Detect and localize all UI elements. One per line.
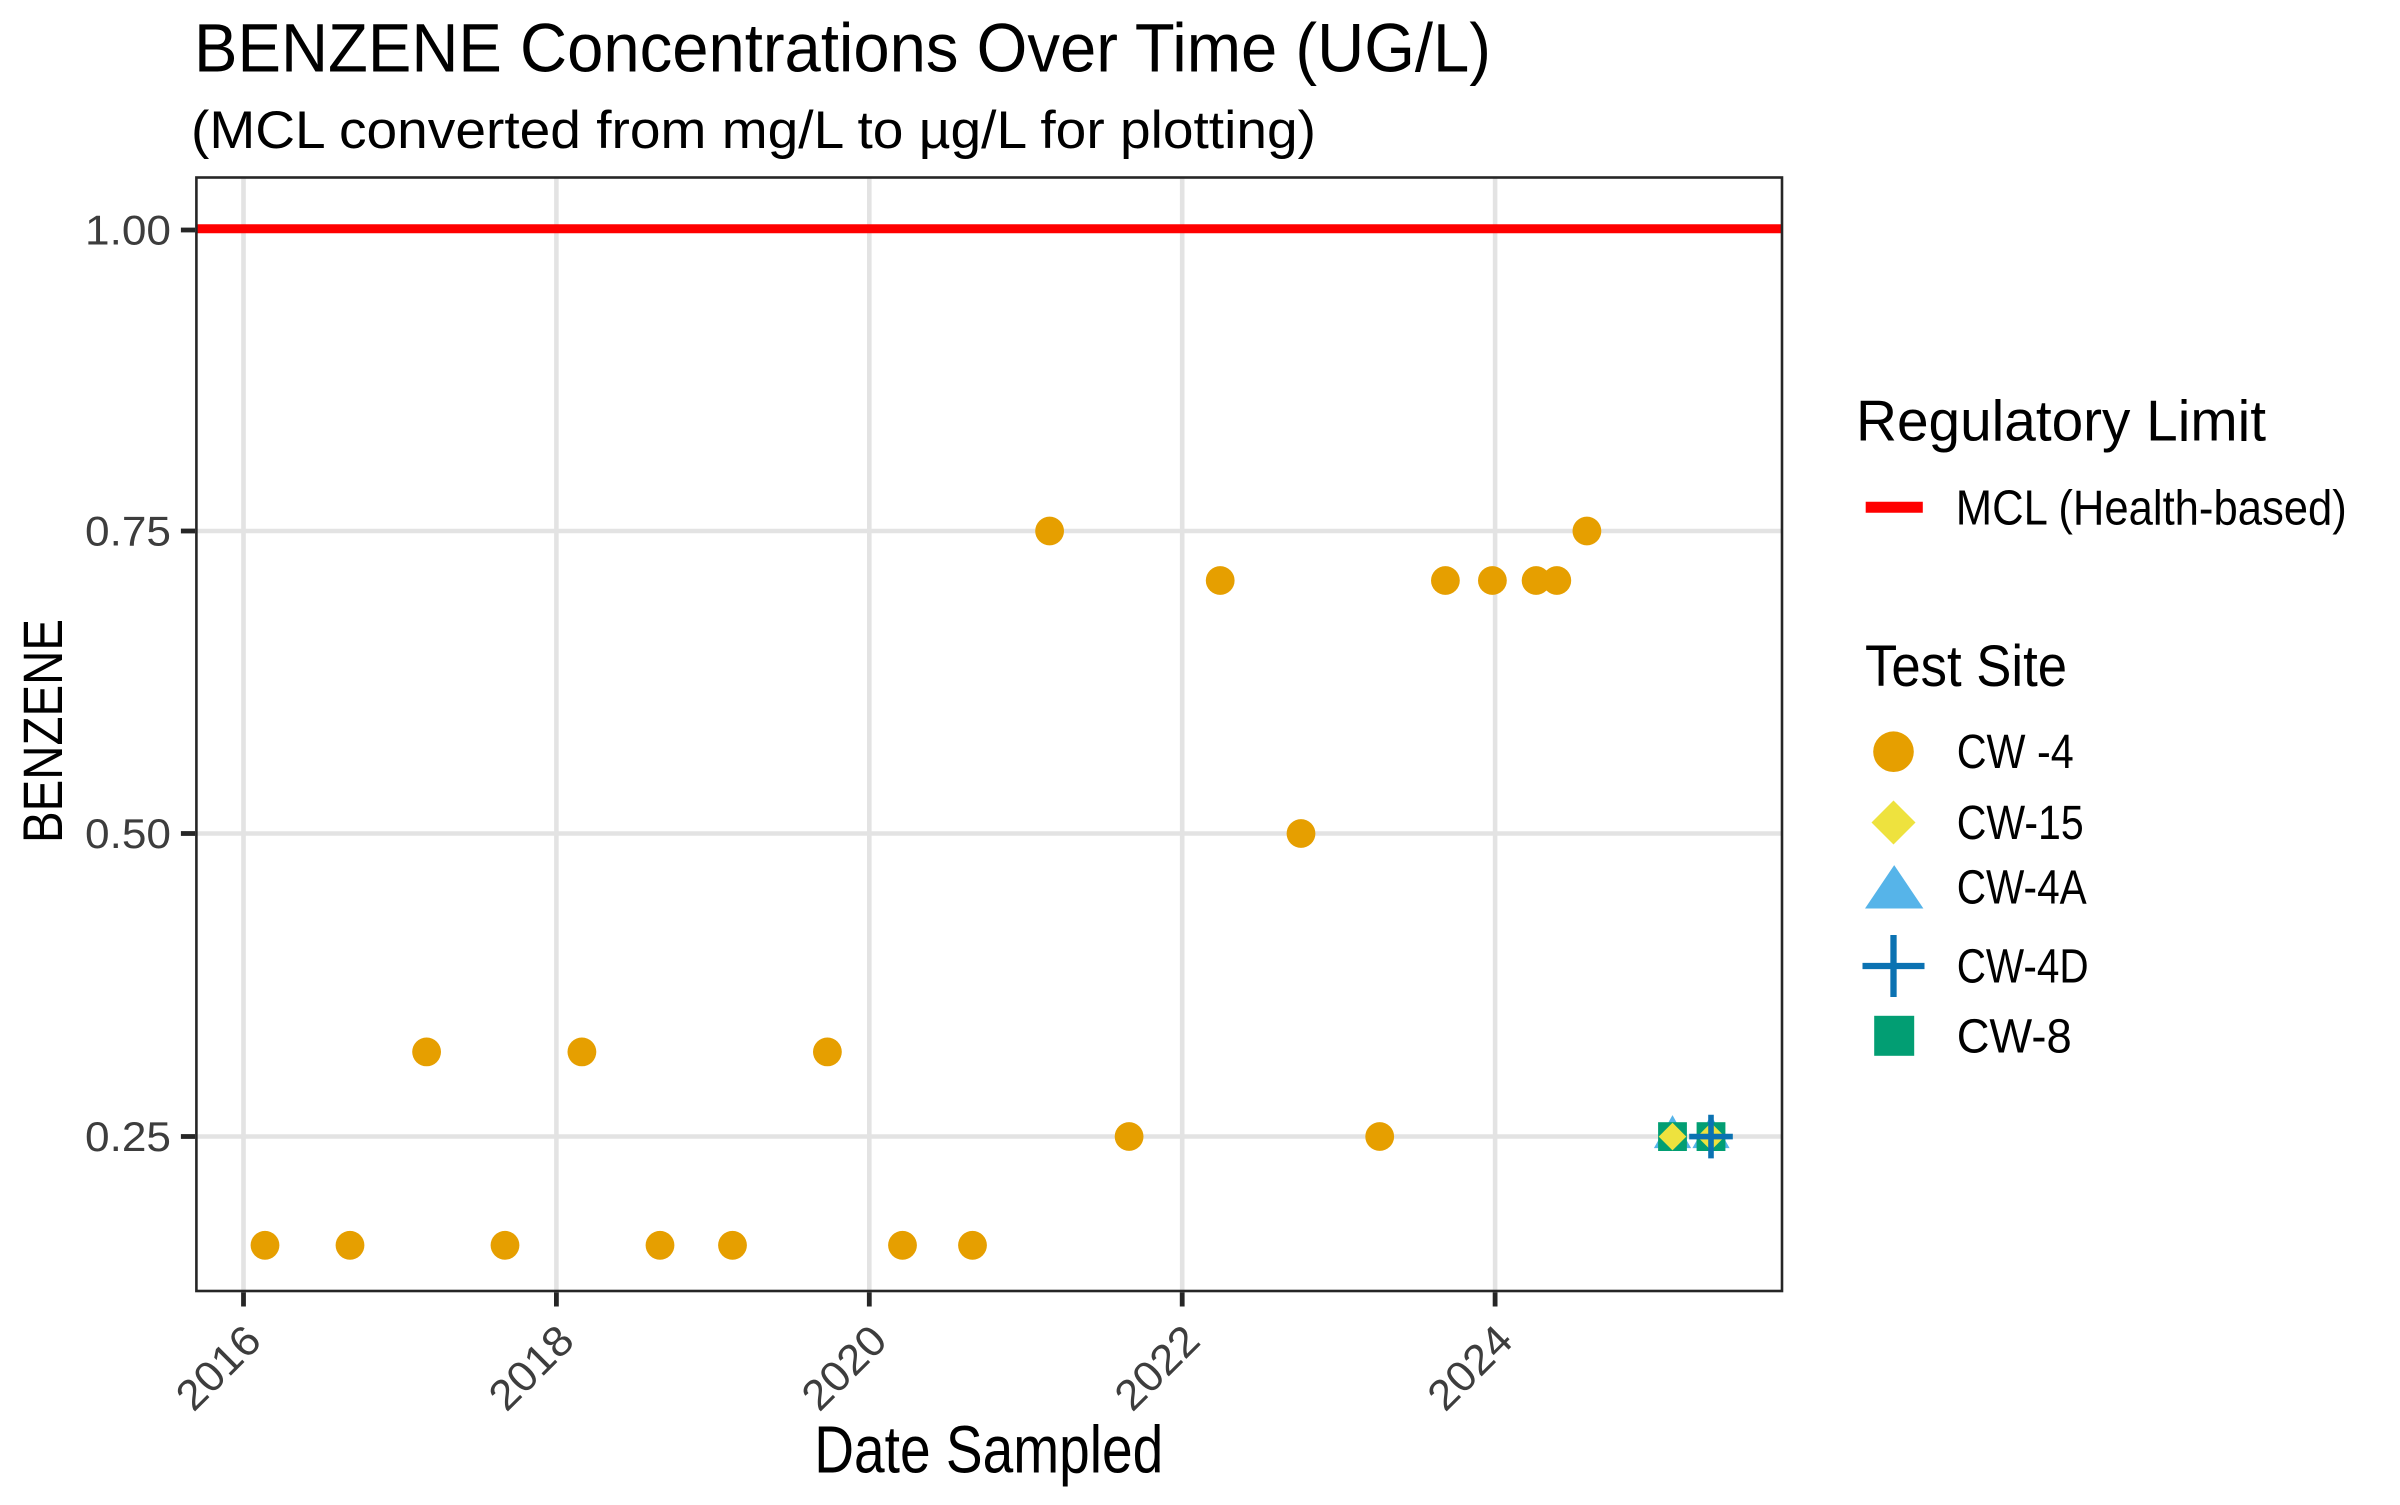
svg-text:0.25: 0.25 [85, 1113, 171, 1160]
svg-text:CW-8: CW-8 [1957, 1010, 2072, 1063]
svg-text:Regulatory Limit: Regulatory Limit [1856, 390, 2266, 454]
svg-text:0.50: 0.50 [85, 810, 171, 857]
svg-text:MCL (Health-based): MCL (Health-based) [1956, 481, 2347, 536]
svg-text:CW-15: CW-15 [1957, 797, 2084, 850]
svg-text:1.00: 1.00 [85, 206, 171, 253]
svg-text:BENZENE: BENZENE [12, 619, 74, 843]
svg-text:BENZENE Concentrations Over Ti: BENZENE Concentrations Over Time (UG/L) [194, 9, 1491, 86]
svg-text:0.75: 0.75 [85, 507, 171, 554]
svg-text:CW-4D: CW-4D [1957, 941, 2089, 994]
svg-text:CW -4: CW -4 [1957, 726, 2074, 779]
svg-text:CW-4A: CW-4A [1957, 862, 2087, 915]
svg-text:(MCL converted from mg/L to µg: (MCL converted from mg/L to µg/L for plo… [191, 101, 1316, 160]
svg-text:Test Site: Test Site [1865, 634, 2067, 699]
svg-text:Date Sampled: Date Sampled [814, 1413, 1163, 1488]
